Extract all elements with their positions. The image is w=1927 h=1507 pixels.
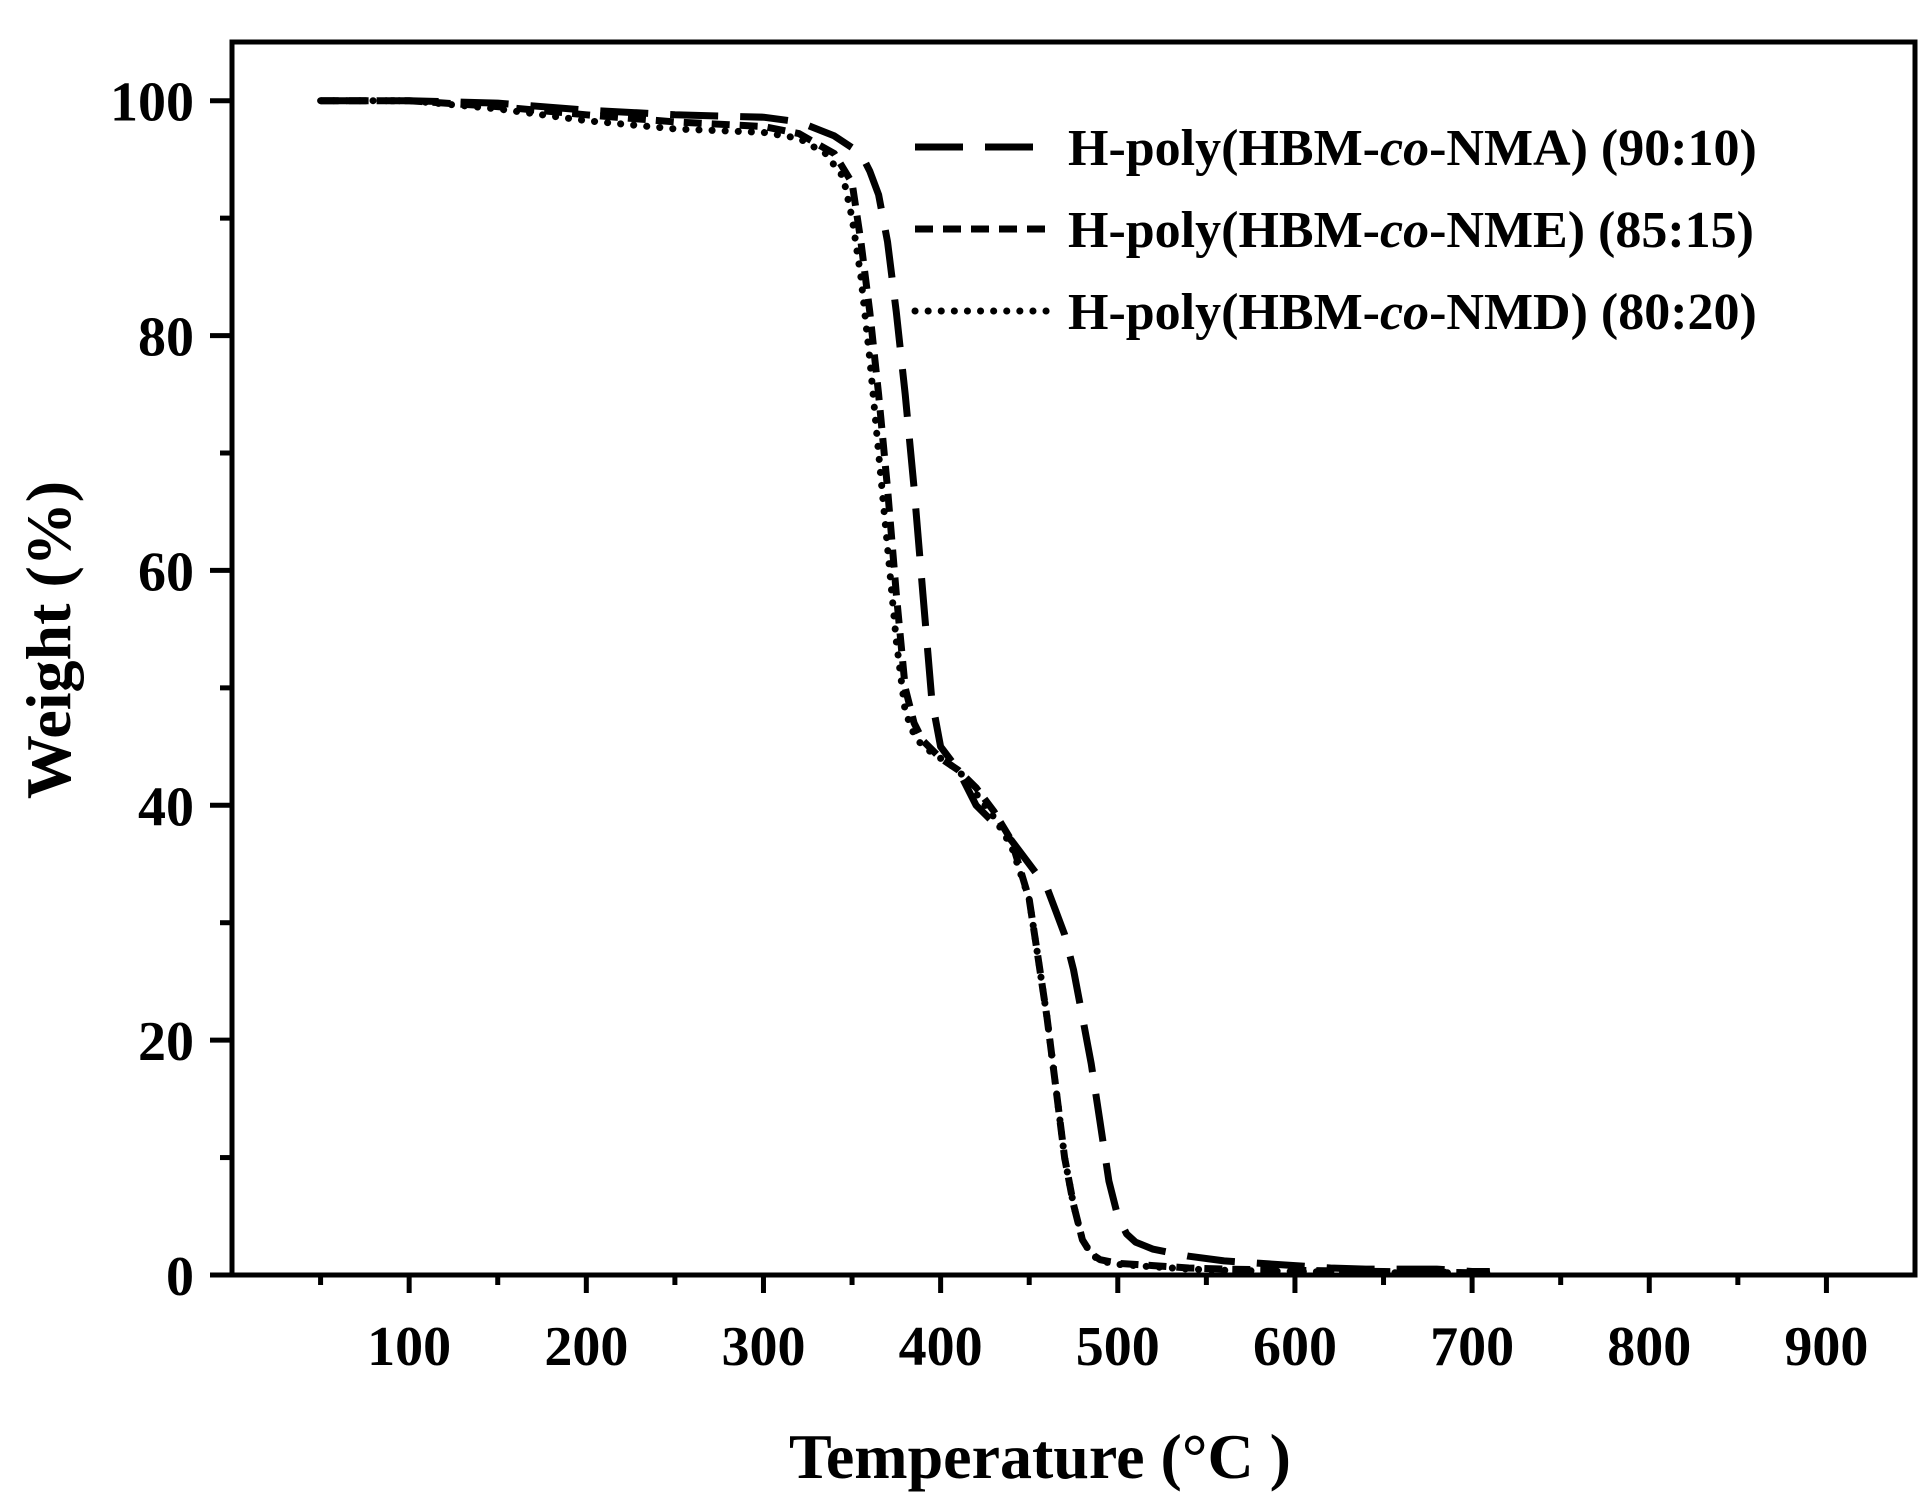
legend-label-part: -NMA) (90:10) [1429, 120, 1757, 177]
y-axis-title: Weight (%) [13, 481, 84, 799]
legend-label-part: -NME) (85:15) [1429, 202, 1754, 259]
x-tick-label: 800 [1607, 1316, 1691, 1378]
series-lines [317, 97, 1494, 1277]
legend-label-part: co [1380, 202, 1429, 259]
x-tick-label: 600 [1253, 1316, 1337, 1378]
series-line-3 [317, 97, 1494, 1277]
y-tick-label: 0 [166, 1246, 194, 1308]
x-axis-title: Temperature (°C ) [789, 1421, 1291, 1492]
legend-label-part: H-poly(HBM- [1068, 120, 1380, 177]
x-tick-label: 900 [1784, 1316, 1868, 1378]
legend-label-1: H-poly(HBM-co-NMA) (90:10) [1068, 120, 1757, 177]
legend: H-poly(HBM-co-NMA) (90:10)H-poly(HBM-co-… [911, 120, 1757, 341]
y-tick-label: 100 [110, 72, 194, 134]
y-tick-label: 60 [138, 541, 194, 603]
plot-area [229, 39, 1918, 1278]
y-tick-label: 40 [138, 776, 194, 838]
x-tick-label: 200 [544, 1316, 628, 1378]
x-tick-label: 400 [899, 1316, 983, 1378]
legend-label-part: H-poly(HBM- [1068, 284, 1380, 341]
legend-label-3: H-poly(HBM-co-NMD) (80:20) [1068, 284, 1757, 341]
legend-label-part: co [1380, 284, 1429, 341]
plot-frame [229, 39, 1918, 1278]
x-tick-label: 700 [1430, 1316, 1514, 1378]
legend-label-part: co [1380, 120, 1429, 177]
legend-label-part: H-poly(HBM- [1068, 202, 1380, 259]
y-tick-label: 20 [138, 1011, 194, 1073]
series-line-2 [320, 97, 1490, 1277]
y-tick-label: 80 [138, 307, 194, 369]
x-tick-label: 500 [1076, 1316, 1160, 1378]
x-tick-label: 100 [367, 1316, 451, 1378]
axis-ticks: 100 200 300 400 500 600 700 800 900 0 20 40 60 80 100 [110, 72, 1868, 1378]
legend-label-part: -NMD) (80:20) [1429, 284, 1757, 341]
x-tick-label: 300 [721, 1316, 805, 1378]
series-line-1 [320, 97, 1490, 1275]
legend-label-2: H-poly(HBM-co-NME) (85:15) [1068, 202, 1754, 259]
